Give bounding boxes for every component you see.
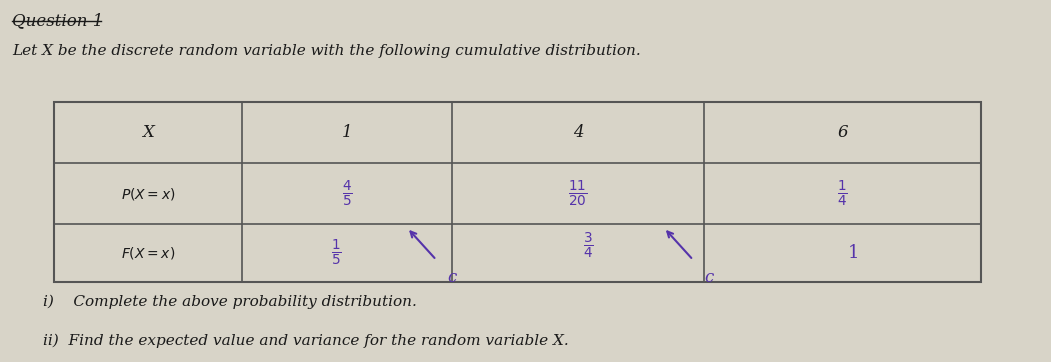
Text: 6: 6 bbox=[838, 124, 848, 141]
Text: Let X be the discrete random variable with the following cumulative distribution: Let X be the discrete random variable wi… bbox=[12, 45, 641, 59]
Text: $\frac{1}{5}$: $\frac{1}{5}$ bbox=[331, 238, 343, 268]
Text: c: c bbox=[704, 269, 714, 286]
Text: $\frac{4}{5}$: $\frac{4}{5}$ bbox=[342, 178, 353, 209]
Text: i)    Complete the above probability distribution.: i) Complete the above probability distri… bbox=[43, 294, 417, 308]
Text: $F(X = x)$: $F(X = x)$ bbox=[121, 245, 176, 261]
Text: X: X bbox=[142, 124, 154, 141]
Text: 1: 1 bbox=[847, 244, 859, 262]
Text: Question 1: Question 1 bbox=[12, 12, 103, 29]
Bar bbox=[54, 102, 982, 282]
Text: 4: 4 bbox=[573, 124, 583, 141]
Text: ii)  Find the expected value and variance for the random variable X.: ii) Find the expected value and variance… bbox=[43, 334, 569, 348]
Text: c: c bbox=[448, 269, 457, 286]
Text: $\frac{1}{4}$: $\frac{1}{4}$ bbox=[838, 178, 848, 209]
Text: 1: 1 bbox=[342, 124, 353, 141]
Text: $\frac{3}{4}$: $\frac{3}{4}$ bbox=[583, 231, 594, 261]
Text: $P(X = x)$: $P(X = x)$ bbox=[121, 186, 176, 202]
Text: $\frac{11}{20}$: $\frac{11}{20}$ bbox=[569, 178, 588, 209]
